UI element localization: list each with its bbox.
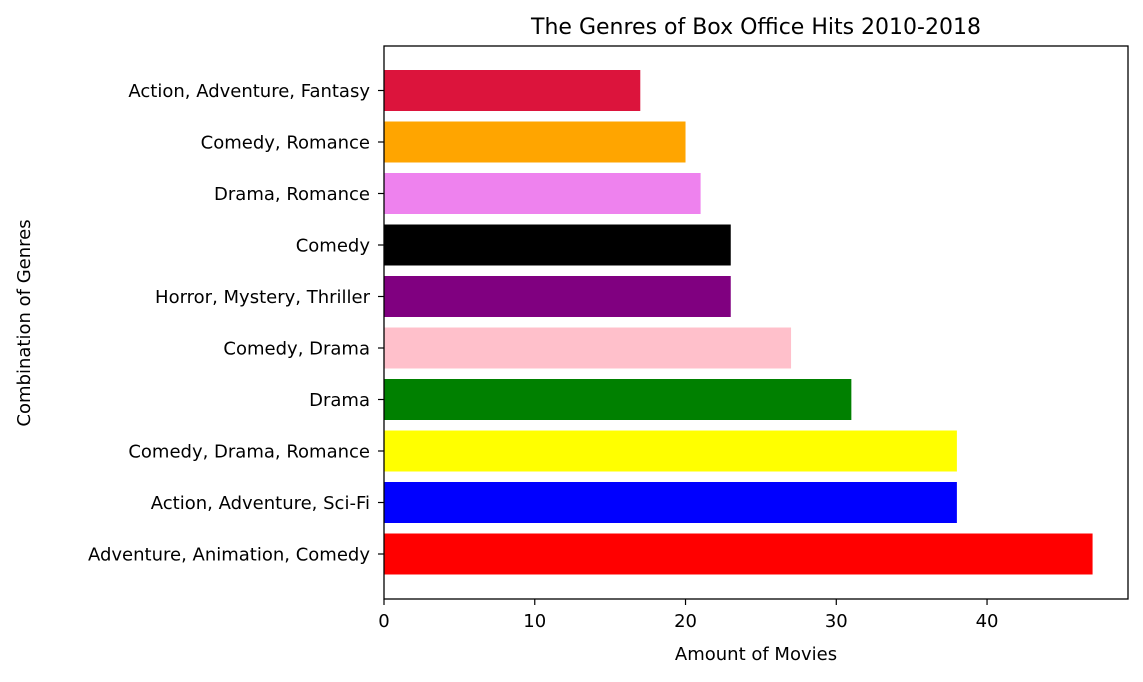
bar xyxy=(384,482,957,523)
y-tick-label: Comedy, Drama, Romance xyxy=(128,442,370,463)
y-tick-label: Horror, Mystery, Thriller xyxy=(155,287,371,308)
y-tick-label: Drama, Romance xyxy=(214,184,370,205)
bars-group xyxy=(384,70,1093,575)
bar xyxy=(384,276,731,317)
bar xyxy=(384,121,686,163)
x-axis: 0 10 20 30 40 xyxy=(378,599,998,632)
y-tick-label: Comedy xyxy=(296,236,371,257)
y-tick-label: Comedy, Drama xyxy=(223,339,370,360)
x-tick-label: 0 xyxy=(378,611,389,632)
chart-title: The Genres of Box Office Hits 2010-2018 xyxy=(530,15,981,40)
bar xyxy=(384,430,957,472)
y-axis-label: Combination of Genres xyxy=(14,219,35,426)
y-axis: Adventure, Animation, Comedy Action, Adve… xyxy=(88,81,384,566)
y-tick-label: Action, Adventure, Sci-Fi xyxy=(151,493,370,514)
x-tick-label: 20 xyxy=(674,611,697,632)
bar xyxy=(384,173,701,214)
plot-frame xyxy=(383,45,1129,600)
bar xyxy=(384,70,641,111)
x-axis-label: Amount of Movies xyxy=(675,644,837,665)
y-tick-label: Action, Adventure, Fantasy xyxy=(128,81,370,102)
bar xyxy=(384,327,792,369)
y-tick-label: Drama xyxy=(309,390,370,411)
y-tick-label: Comedy, Romance xyxy=(201,133,370,154)
x-tick-label: 10 xyxy=(523,611,546,632)
bar xyxy=(384,533,1093,575)
y-tick-label: Adventure, Animation, Comedy xyxy=(88,545,370,566)
x-tick-label: 30 xyxy=(825,611,848,632)
bar xyxy=(384,379,852,420)
x-tick-label: 40 xyxy=(976,611,999,632)
bar xyxy=(384,224,731,266)
